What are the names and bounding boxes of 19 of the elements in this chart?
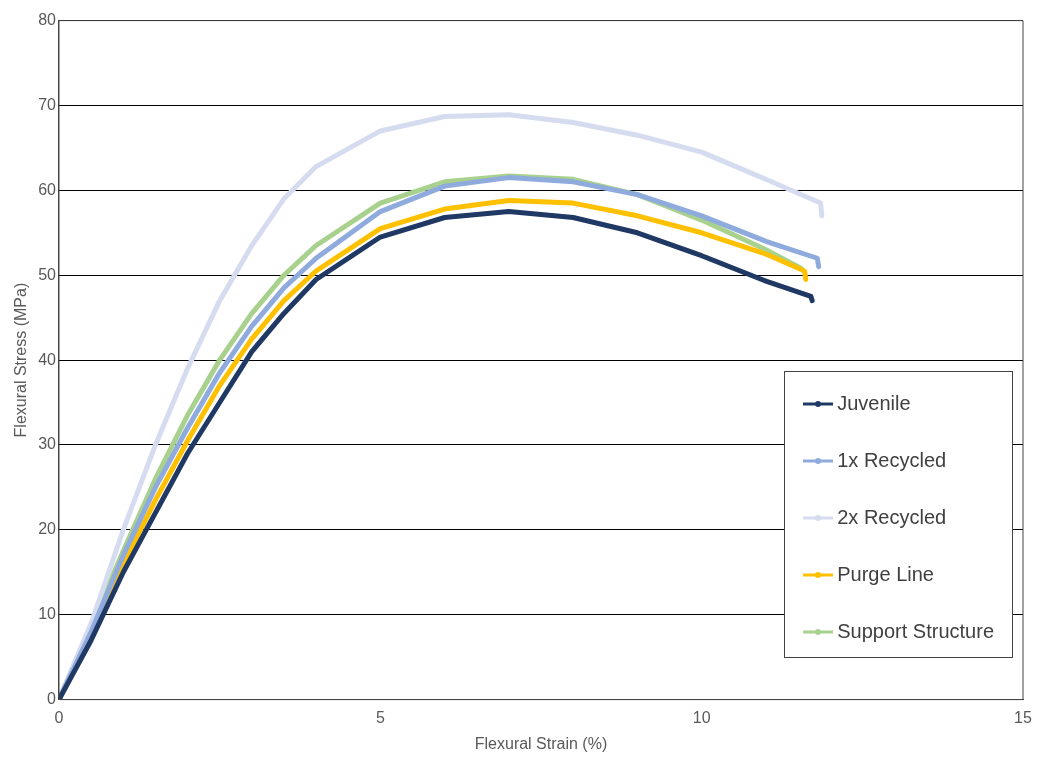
legend-label: Juvenile xyxy=(837,392,911,415)
x-axis-title: Flexural Strain (%) xyxy=(474,734,608,752)
y-tick-label: 0 xyxy=(47,690,57,708)
y-tick-label: 50 xyxy=(38,265,57,283)
x-tick-label: 15 xyxy=(1014,708,1032,726)
y-tick-label: 70 xyxy=(38,95,57,113)
x-tick-label: 5 xyxy=(375,708,385,726)
legend-label: 2x Recycled xyxy=(837,506,947,529)
y-tick-label: 60 xyxy=(38,180,57,198)
y-tick-label: 40 xyxy=(38,350,57,368)
y-tick-label: 80 xyxy=(38,11,57,29)
legend-label: Support Structure xyxy=(837,620,994,643)
x-tick-label: 10 xyxy=(692,708,711,726)
y-tick-label: 30 xyxy=(38,435,57,453)
y-tick-label: 20 xyxy=(38,520,57,538)
y-axis-title: Flexural Stress (MPa) xyxy=(12,282,30,438)
legend-label: 1x Recycled xyxy=(837,449,947,472)
y-tick-label: 10 xyxy=(38,605,57,623)
legend-label: Purge Line xyxy=(837,563,934,586)
